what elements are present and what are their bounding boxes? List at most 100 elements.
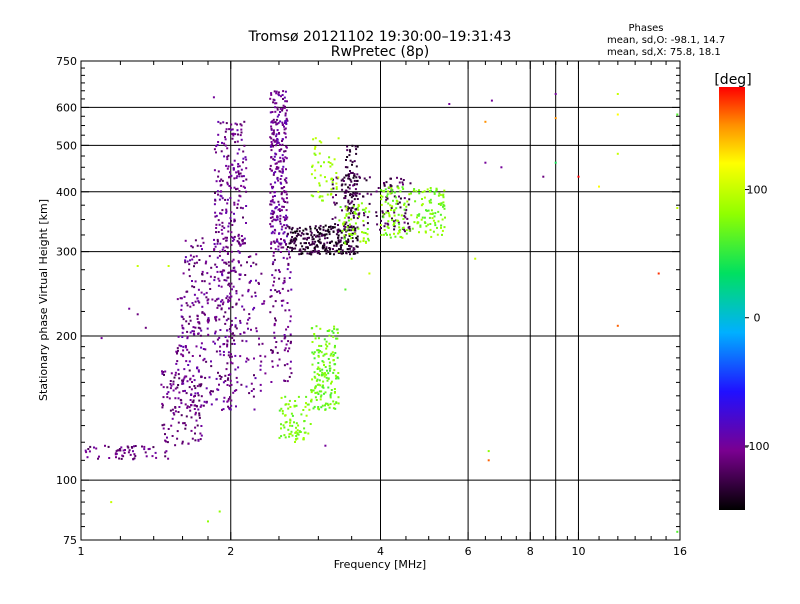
data-point [339,244,342,247]
data-point [429,190,432,193]
data-point [237,234,240,237]
data-point [281,225,284,228]
data-point [280,246,283,249]
data-point [285,193,288,196]
data-point [316,368,319,370]
data-point [226,378,229,381]
data-point [319,327,322,330]
data-point [219,122,222,125]
data-point [192,255,195,258]
data-point [240,138,243,141]
data-point [312,238,315,241]
data-point [275,144,277,147]
data-point [186,304,189,307]
data-point [229,175,232,178]
data-point [236,240,239,243]
data-point [344,190,347,193]
data-point [294,431,297,434]
data-point [345,174,348,177]
data-point [288,435,291,438]
data-point [198,259,201,261]
data-point [189,254,192,257]
data-point [326,193,329,196]
data-point [191,285,194,288]
data-point [324,343,327,346]
data-point [278,358,281,361]
data-point [218,318,221,321]
data-point [255,327,258,330]
data-point [222,381,225,384]
data-point [346,166,349,169]
data-point [319,195,322,198]
data-point [238,148,241,151]
data-point [225,279,228,282]
data-point [351,193,354,196]
data-point [314,240,317,243]
data-point [337,224,339,226]
data-point [389,192,392,195]
data-point [418,189,420,192]
data-point [189,331,192,334]
data-point [206,299,209,302]
data-point [229,356,232,359]
data-point [166,436,168,439]
data-point [240,383,243,386]
data-point [272,251,275,254]
data-point [351,206,354,209]
data-point [197,394,200,397]
data-point [227,405,230,408]
stats-x-line: mean, sd,X: 75.8, 18.1 [607,47,721,58]
data-point [274,152,277,155]
data-point [335,233,338,236]
data-point [288,227,291,230]
data-point [351,144,354,147]
data-point [243,308,246,311]
data-point [249,281,251,284]
data-point [178,391,181,394]
data-point [337,236,339,239]
data-point [189,378,192,381]
data-point [186,405,189,408]
data-point [322,384,324,387]
data-point [229,379,232,382]
data-point [401,181,404,184]
data-point [288,277,291,279]
data-point [200,395,203,398]
colorbar-tick-label: 0 [754,312,761,325]
data-point [192,374,195,377]
data-point [332,400,335,403]
data-point [183,422,186,425]
data-point [311,165,314,168]
data-point [273,322,276,325]
data-point [296,432,299,435]
data-point [231,224,234,226]
data-point [213,238,215,241]
data-point [362,195,364,198]
data-point [274,106,277,109]
data-point [285,248,288,251]
data-point [270,232,273,235]
data-point [312,138,315,141]
data-point [325,247,328,250]
data-point [287,325,290,328]
data-point [239,355,242,358]
data-point [322,361,325,364]
data-point [281,197,284,200]
y-tick-label: 400 [56,186,77,199]
data-point [286,246,289,248]
data-point [338,248,340,251]
data-point [224,336,227,338]
data-point [325,373,328,376]
data-point [163,373,165,376]
data-point [319,384,322,387]
data-point [290,372,293,375]
data-point [198,416,201,419]
data-point [332,331,335,334]
data-point [174,371,177,374]
data-point [164,433,166,436]
data-point [290,340,292,343]
data-point [287,340,290,343]
data-point [229,197,232,199]
data-point [333,388,336,390]
data-point [231,288,233,291]
